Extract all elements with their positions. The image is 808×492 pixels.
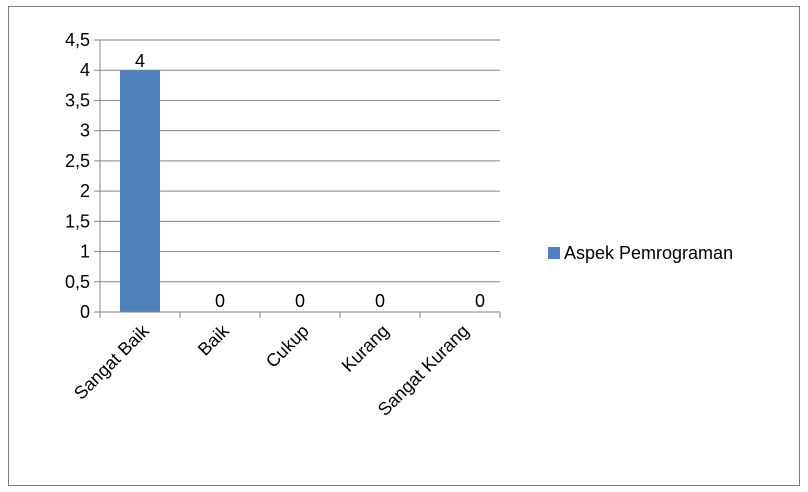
data-label-3: 0 [375, 291, 385, 311]
category-label-1: Baik [194, 320, 234, 360]
category-label-0: Sangat Baik [70, 320, 153, 403]
y-tick-label: 0,5 [65, 272, 90, 292]
category-label-2: Cukup [262, 321, 313, 372]
y-tick-label: 4 [80, 60, 90, 80]
data-label-2: 0 [295, 291, 305, 311]
bars [120, 70, 160, 312]
bar-0 [120, 70, 160, 312]
legend-label: Aspek Pemrograman [564, 243, 733, 263]
gridlines [100, 39, 500, 283]
y-tick-label: 1 [80, 242, 90, 262]
y-tick-label: 2,5 [65, 151, 90, 171]
category-label-3: Kurang [338, 321, 393, 376]
y-tick-label: 3,5 [65, 90, 90, 110]
legend: Aspek Pemrograman [548, 243, 733, 263]
data-label-1: 0 [215, 291, 225, 311]
x-axis [99, 311, 501, 318]
data-labels: 4 0 0 0 0 [135, 51, 485, 311]
y-tick-label: 0 [80, 302, 90, 322]
y-tick-label: 3 [80, 121, 90, 141]
legend-swatch [548, 247, 560, 259]
y-tick-label: 1,5 [65, 211, 90, 231]
y-axis-ticks: 0 0,5 1 1,5 2 2,5 3 3,5 4 4,5 [65, 30, 101, 322]
y-tick-label: 2 [80, 181, 90, 201]
data-label-0: 4 [135, 51, 145, 71]
y-tick-label: 4,5 [65, 30, 90, 50]
data-label-4: 0 [475, 291, 485, 311]
